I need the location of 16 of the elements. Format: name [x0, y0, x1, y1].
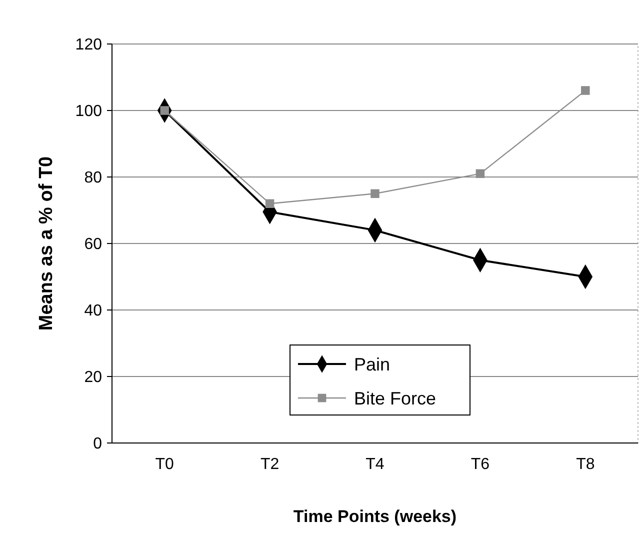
x-tick-label: T0	[155, 456, 174, 473]
y-tick-label: 100	[75, 103, 102, 120]
x-tick-label: T8	[576, 456, 595, 473]
y-tick-label: 40	[84, 302, 102, 320]
legend-label: Bite Force	[354, 388, 436, 408]
y-axis-title: Means as a % of T0	[36, 156, 57, 331]
y-tick-label: 60	[84, 236, 102, 254]
legend-label: Pain	[354, 354, 390, 374]
y-tick-label: 20	[84, 369, 102, 386]
x-tick-label: T4	[366, 456, 384, 473]
x-tick-label: T2	[260, 456, 280, 473]
x-tick-label: T6	[470, 456, 490, 473]
y-tick-label: 80	[84, 170, 102, 187]
y-tick-label: 0	[93, 436, 102, 453]
x-axis-title: Time Points (weeks)	[293, 507, 457, 526]
y-tick-label: 120	[75, 36, 102, 54]
